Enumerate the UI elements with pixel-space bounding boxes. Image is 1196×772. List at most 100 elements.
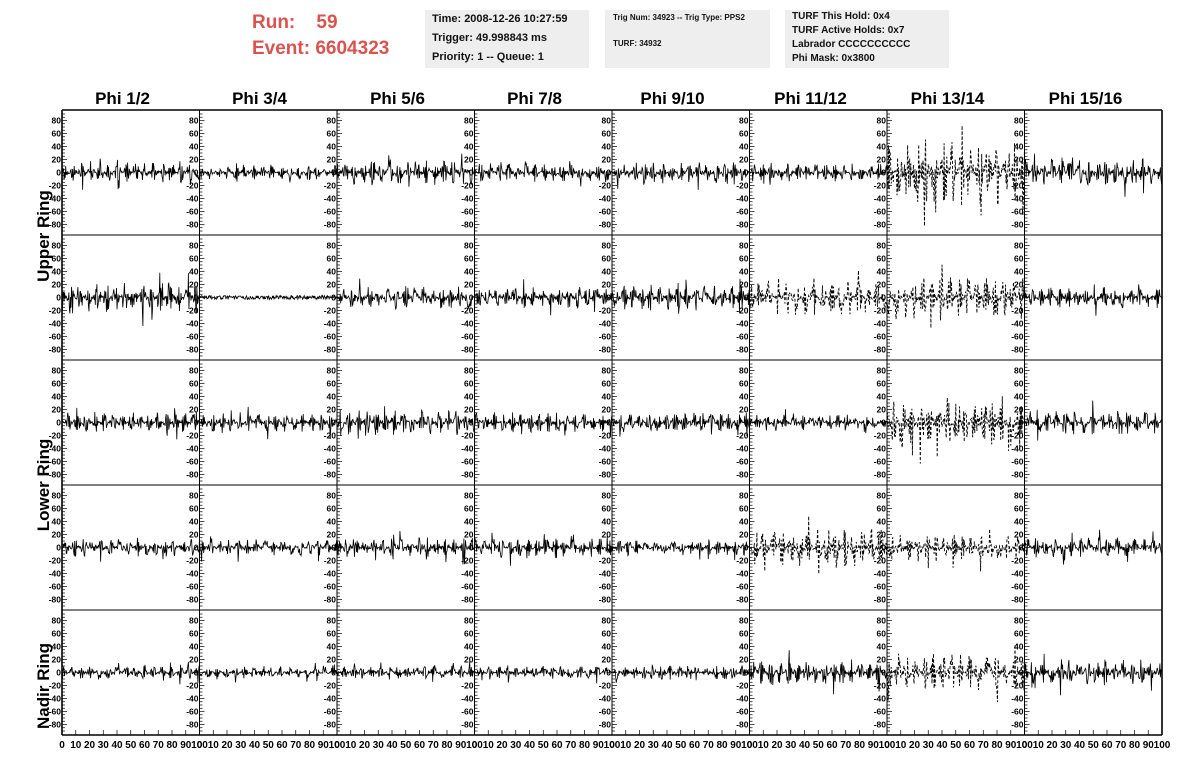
x-tick-label: 50 <box>263 740 275 751</box>
y-tick-label: 40 <box>877 517 887 527</box>
y-tick-label: 0 <box>56 168 61 178</box>
y-tick-label: -20 <box>736 181 749 191</box>
y-tick-label: -80 <box>324 220 337 230</box>
y-tick-label: -80 <box>874 220 887 230</box>
run-label: Run: <box>252 12 296 33</box>
y-tick-label: -40 <box>874 194 887 204</box>
y-tick-label: -40 <box>324 569 337 579</box>
waveform-trace-r1-c4 <box>474 161 613 187</box>
y-tick-label: -40 <box>1011 569 1024 579</box>
y-tick-label: -20 <box>186 556 199 566</box>
y-tick-label: -20 <box>461 431 474 441</box>
x-tick-label: 30 <box>373 740 385 751</box>
y-tick-label: -20 <box>736 431 749 441</box>
y-tick-label: 0 <box>606 543 611 553</box>
trig-num-text: Trig Num: 34923 -- Trig Type: PPS2 <box>613 13 745 22</box>
phi-header-4: Phi 7/8 <box>507 89 562 108</box>
y-tick-label: 20 <box>464 405 474 415</box>
y-tick-label: 20 <box>602 155 612 165</box>
y-tick-label: 20 <box>189 405 199 415</box>
x-tick-label: 90 <box>730 740 742 751</box>
y-tick-label: -60 <box>736 707 749 717</box>
y-tick-label: -40 <box>736 444 749 454</box>
y-tick-label: 0 <box>1019 168 1024 178</box>
y-tick-label: 40 <box>877 642 887 652</box>
y-tick-label: 40 <box>739 142 749 152</box>
y-tick-label: 80 <box>327 491 337 501</box>
y-tick-label: 80 <box>877 616 887 626</box>
turf-text: TURF: 34932 <box>613 39 662 48</box>
phi-header-3: Phi 5/6 <box>370 89 425 108</box>
x-tick-label: 20 <box>221 740 233 751</box>
waveform-trace-r1-c1 <box>61 158 200 190</box>
y-tick-label: 80 <box>464 366 474 376</box>
y-tick-label: 20 <box>1014 280 1024 290</box>
y-tick-label: 80 <box>602 116 612 126</box>
run-event-box: Run: 59 Event: 6604323 <box>252 10 389 62</box>
y-tick-label: -80 <box>186 720 199 730</box>
waveform-trace-r4-c8 <box>1024 529 1163 565</box>
y-tick-label: -60 <box>49 707 62 717</box>
waveform-trace-r3-c7 <box>886 396 1025 464</box>
y-tick-label: -40 <box>736 694 749 704</box>
x-tick-label: 50 <box>538 740 550 751</box>
y-tick-label: 0 <box>744 168 749 178</box>
waveform-trace-r5-c3 <box>336 661 475 682</box>
y-tick-label: 40 <box>1014 392 1024 402</box>
y-tick-label: 0 <box>469 543 474 553</box>
y-tick-label: 60 <box>327 129 337 139</box>
turf-this-hold-text: TURF This Hold: 0x4 <box>792 11 890 22</box>
waveform-trace-r1-c6 <box>749 162 888 185</box>
y-tick-label: -60 <box>599 457 612 467</box>
y-tick-label: 0 <box>194 668 199 678</box>
phi-header-8: Phi 15/16 <box>1048 89 1123 108</box>
y-tick-label: 60 <box>464 504 474 514</box>
x-tick-label: 50 <box>125 740 137 751</box>
y-tick-label: -20 <box>324 681 337 691</box>
x-tick-label: 30 <box>648 740 660 751</box>
y-tick-label: 0 <box>744 543 749 553</box>
y-tick-label: 80 <box>464 241 474 251</box>
y-tick-label: 60 <box>602 379 612 389</box>
y-tick-label: -60 <box>874 207 887 217</box>
y-tick-label: -60 <box>186 707 199 717</box>
y-tick-label: 80 <box>1014 366 1024 376</box>
y-tick-label: -80 <box>461 595 474 605</box>
y-tick-label: 20 <box>189 155 199 165</box>
y-tick-label: 80 <box>52 366 62 376</box>
y-tick-label: 0 <box>881 543 886 553</box>
y-tick-label: 0 <box>331 668 336 678</box>
y-tick-label: 20 <box>464 280 474 290</box>
y-tick-label: 40 <box>189 642 199 652</box>
waveform-trace-r1-c2 <box>199 163 338 183</box>
turf-active-holds-text: TURF Active Holds: 0x7 <box>792 25 905 36</box>
x-tick-label: 80 <box>166 740 178 751</box>
y-tick-label: 20 <box>739 405 749 415</box>
y-tick-label: -60 <box>49 332 62 342</box>
y-tick-label: 40 <box>877 267 887 277</box>
x-tick-label: 10 <box>345 740 357 751</box>
y-tick-label: -20 <box>599 306 612 316</box>
y-tick-label: -80 <box>874 720 887 730</box>
y-tick-label: 20 <box>189 655 199 665</box>
y-tick-label: 20 <box>602 280 612 290</box>
y-tick-label: -40 <box>49 694 62 704</box>
y-tick-label: -60 <box>324 707 337 717</box>
y-tick-label: -60 <box>461 707 474 717</box>
y-tick-label: 40 <box>602 142 612 152</box>
y-tick-label: 0 <box>881 668 886 678</box>
y-tick-label: 80 <box>189 491 199 501</box>
y-tick-label: -40 <box>461 694 474 704</box>
y-tick-label: -20 <box>324 431 337 441</box>
y-tick-label: -20 <box>49 181 62 191</box>
y-tick-label: 40 <box>602 642 612 652</box>
y-tick-label: 0 <box>881 293 886 303</box>
y-tick-label: -60 <box>324 332 337 342</box>
y-tick-label: -60 <box>461 457 474 467</box>
y-tick-label: 80 <box>327 366 337 376</box>
y-tick-label: -20 <box>599 556 612 566</box>
y-tick-label: 40 <box>877 142 887 152</box>
y-tick-label: -60 <box>874 707 887 717</box>
waveform-trace-r3-c5 <box>611 412 750 437</box>
y-tick-label: 60 <box>602 629 612 639</box>
